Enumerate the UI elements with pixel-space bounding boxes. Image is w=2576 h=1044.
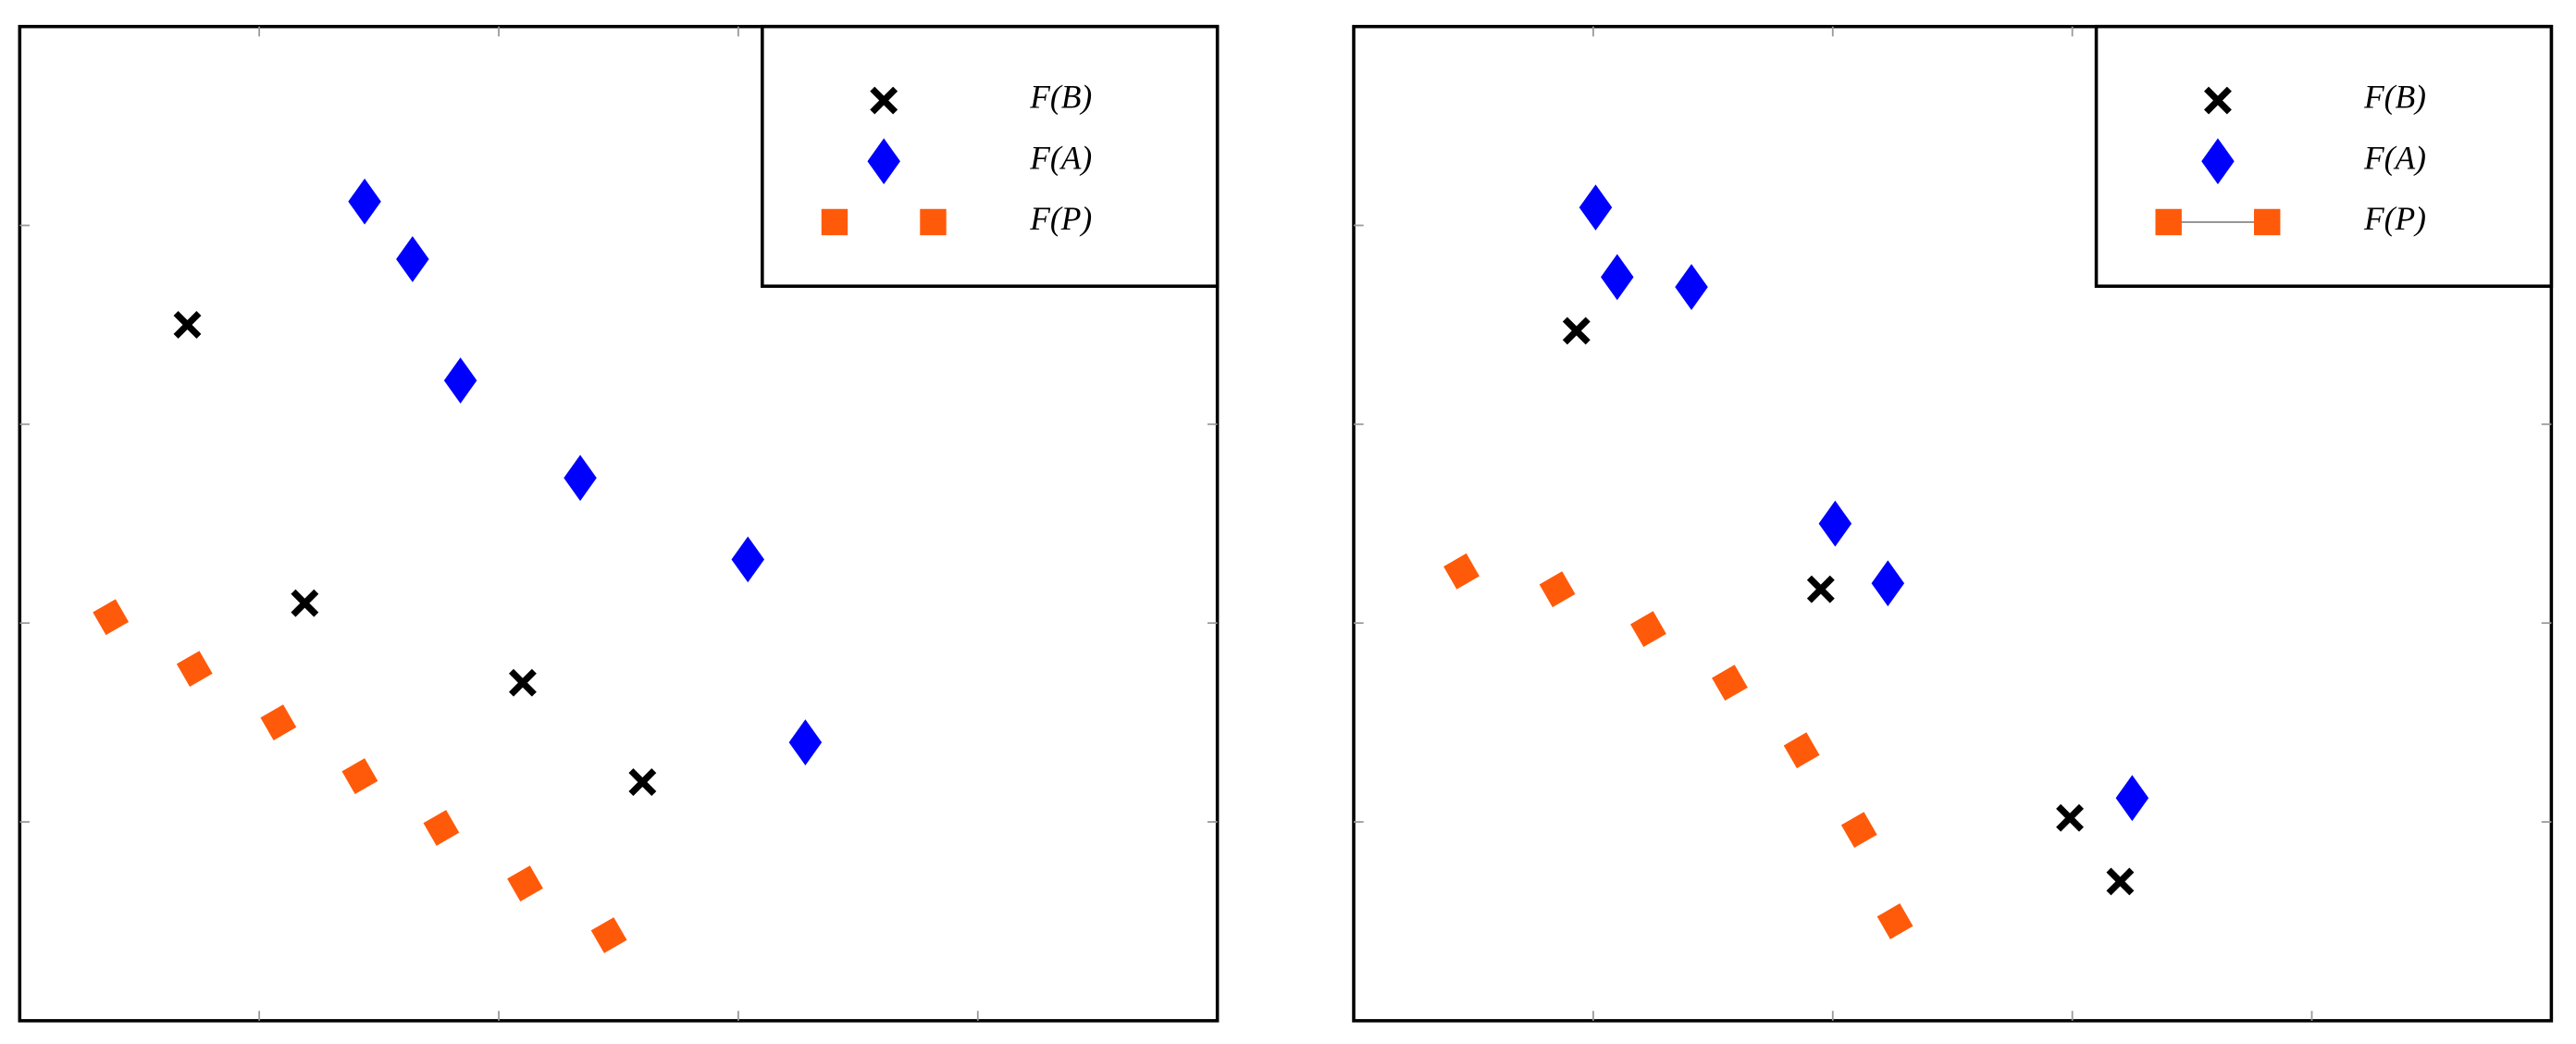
legend-box (2094, 24, 2554, 288)
marker-diamond (1601, 254, 1634, 301)
legend-label: F(B) (1029, 79, 1092, 116)
marker-square (507, 865, 543, 902)
marker-diamond (2115, 775, 2149, 822)
marker-x (508, 668, 537, 697)
marker-diamond (564, 454, 597, 502)
legend-label: F(A) (2363, 139, 2426, 176)
legend-label: F(P) (2363, 200, 2426, 237)
marker-square (341, 758, 378, 795)
marker-square (1876, 903, 1913, 939)
marker-diamond (1675, 264, 1708, 310)
legend-label: F(B) (2363, 79, 2426, 116)
marker-diamond (1871, 560, 1905, 607)
plot-frame (18, 24, 1220, 1023)
marker-square (2254, 208, 2281, 236)
marker-square (1840, 812, 1877, 849)
marker-square (1443, 553, 1480, 590)
marker-square (920, 208, 947, 236)
marker-x (2056, 803, 2084, 832)
marker-square (1712, 665, 1748, 702)
marker-x (870, 86, 898, 115)
marker-square (93, 599, 130, 636)
legend-label: F(P) (1029, 200, 1092, 237)
marker-square (2155, 208, 2182, 236)
marker-square (821, 208, 848, 236)
marker-diamond (1818, 500, 1852, 547)
marker-x (2106, 867, 2135, 896)
marker-diamond (788, 719, 823, 765)
marker-diamond (867, 138, 900, 185)
marker-square (423, 810, 460, 846)
marker-x (628, 768, 657, 797)
marker-diamond (396, 236, 429, 282)
marker-square (176, 651, 213, 688)
marker-square (1630, 611, 1666, 648)
marker-x (2203, 86, 2232, 115)
marker-diamond (1579, 184, 1613, 231)
marker-square (1539, 571, 1576, 608)
marker-diamond (348, 178, 381, 225)
marker-square (260, 704, 297, 741)
marker-square (590, 917, 627, 953)
marker-diamond (443, 357, 477, 404)
marker-x (291, 589, 319, 617)
marker-square (1783, 732, 1820, 769)
legend-label: F(A) (1029, 139, 1092, 176)
marker-x (1562, 317, 1591, 345)
plot-frame (1352, 24, 2554, 1023)
marker-diamond (731, 536, 765, 583)
marker-x (173, 310, 202, 339)
legend-box (761, 24, 1220, 288)
marker-x (1806, 575, 1835, 603)
